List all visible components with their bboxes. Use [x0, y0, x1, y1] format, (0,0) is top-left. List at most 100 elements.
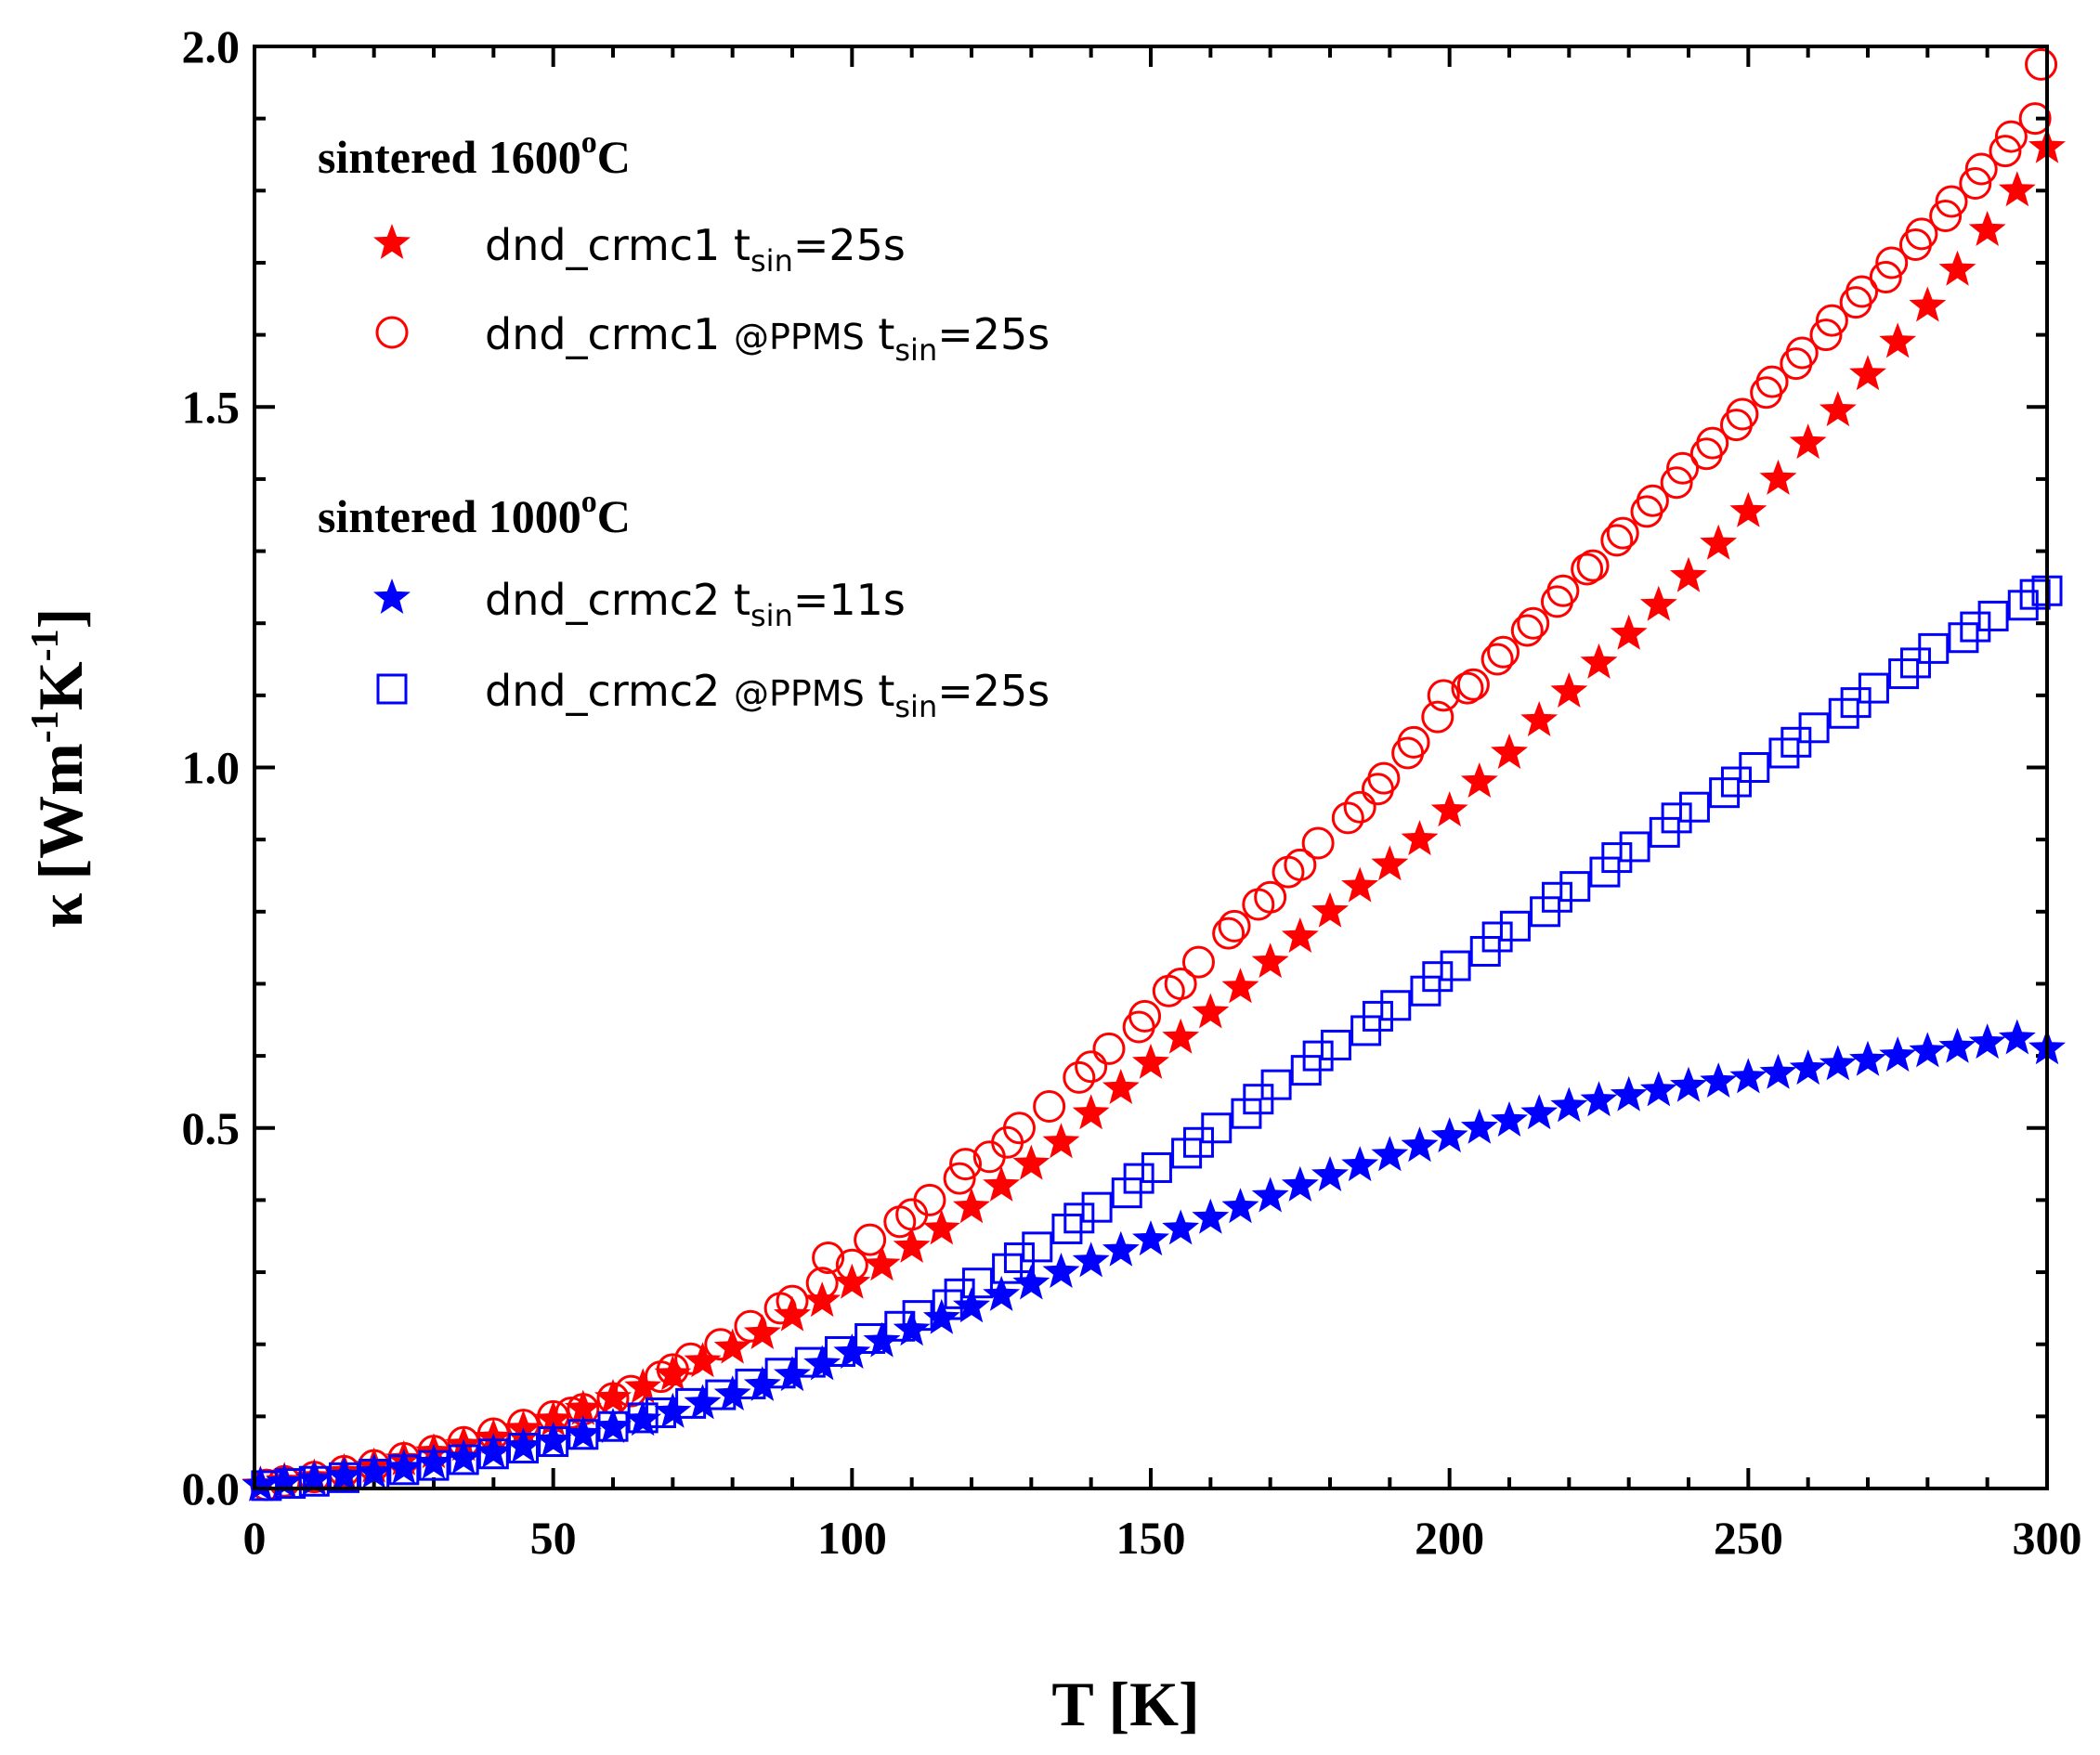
legend-group-degree: o [581, 125, 597, 160]
data-point [1033, 1089, 1066, 1123]
data-point [1171, 1138, 1203, 1169]
legend-marker-red-star [373, 224, 411, 259]
data-point [1540, 585, 1573, 618]
data-point [1785, 336, 1819, 370]
data-point [1510, 614, 1544, 647]
data-point [1221, 968, 1259, 1004]
y-tick-label: 0.0 [182, 1462, 241, 1514]
data-point [1164, 967, 1197, 1000]
legend: sintered 1600oC dnd_crmc1 tsin=25s dnd_c… [318, 125, 1050, 724]
data-point [863, 1245, 901, 1281]
data-point [1580, 1081, 1618, 1117]
legend-group-title: sintered 1000 [318, 490, 581, 542]
y-axis-title-open: [Wm [25, 743, 96, 879]
data-point [1630, 495, 1663, 528]
data-point [1759, 459, 1797, 495]
data-point [534, 1400, 572, 1436]
data-point [1362, 1000, 1393, 1032]
plot-frame [253, 45, 2049, 1490]
data-point [713, 1375, 751, 1410]
data-point [1422, 961, 1454, 993]
data-point [953, 1188, 990, 1224]
data-point [1002, 1112, 1036, 1145]
data-point [1343, 790, 1376, 824]
data-point [774, 1295, 811, 1332]
data-point [913, 1183, 946, 1216]
data-point [1709, 777, 1741, 809]
data-point [1546, 574, 1580, 607]
data-point [1869, 260, 1902, 293]
data-point [1606, 516, 1639, 550]
data-point [1218, 909, 1251, 942]
data-point [1768, 737, 1800, 769]
data-point [1311, 1156, 1349, 1191]
data-point [1251, 942, 1289, 979]
data-point [1576, 549, 1610, 582]
data-point [1726, 397, 1759, 431]
data-point [1201, 1112, 1233, 1144]
data-point [1391, 736, 1425, 770]
legend-group-1000: sintered 1000oC [318, 485, 631, 542]
data-point [1162, 1209, 1200, 1245]
y-tick-label: 1.5 [182, 381, 241, 433]
data-point [1141, 1151, 1172, 1183]
data-point [1819, 391, 1857, 427]
legend-marker [373, 578, 411, 614]
data-point [949, 1148, 983, 1181]
data-point [1550, 1086, 1588, 1123]
series-dnd_crmc2 [241, 1019, 2066, 1502]
data-point [1192, 1198, 1230, 1234]
data-point [774, 1356, 811, 1392]
data-point [1600, 524, 1634, 557]
data-point [1122, 1010, 1155, 1044]
data-point [684, 1342, 722, 1378]
y-axis-title-exp1: -1 [24, 710, 67, 743]
data-point [1254, 880, 1287, 914]
data-point [1128, 999, 1162, 1033]
data-point [1460, 762, 1498, 798]
y-axis-title-exp2: -1 [24, 629, 67, 661]
data-point [475, 1433, 513, 1469]
data-point [1102, 1069, 1140, 1104]
data-point [1610, 1075, 1648, 1112]
data-point [1696, 426, 1729, 460]
data-point [1670, 1066, 1707, 1102]
data-point [1670, 556, 1707, 592]
data-point [863, 1321, 901, 1358]
data-point [1550, 672, 1588, 708]
data-point [1075, 1050, 1108, 1084]
legend-marker [373, 224, 411, 259]
data-point [1977, 600, 2009, 631]
data-point [1559, 871, 1591, 903]
data-point [1181, 945, 1215, 979]
plot-series [241, 47, 2066, 1502]
x-tick-label: 300 [2013, 1512, 2082, 1564]
data-point [295, 1460, 333, 1496]
data-point [1487, 635, 1520, 669]
data-point [1072, 1242, 1110, 1278]
data-point [1678, 791, 1710, 823]
data-point [1427, 679, 1460, 712]
data-point [1879, 1036, 1917, 1072]
y-axis-title-symbol: κ [25, 892, 96, 928]
data-point [1072, 1094, 1110, 1130]
data-point [1689, 437, 1723, 471]
data-point [445, 1438, 483, 1475]
data-point [1666, 451, 1700, 485]
legend-marker-red-circle [375, 316, 409, 349]
data-point [1451, 671, 1484, 705]
data-point [1281, 1165, 1319, 1202]
data-point [943, 1162, 976, 1195]
y-tick-label: 2.0 [182, 20, 241, 72]
data-point [1948, 622, 1979, 654]
data-point [1998, 1019, 2036, 1055]
data-point [1401, 1126, 1439, 1163]
data-point [953, 1287, 990, 1323]
data-point [1968, 1023, 2006, 1060]
legend-marker [376, 673, 408, 705]
data-point [1989, 135, 2022, 168]
data-point [1520, 1094, 1559, 1130]
x-axis-title: T [K] [1051, 1669, 1199, 1739]
data-point [922, 1209, 960, 1245]
data-point [1938, 250, 1976, 286]
